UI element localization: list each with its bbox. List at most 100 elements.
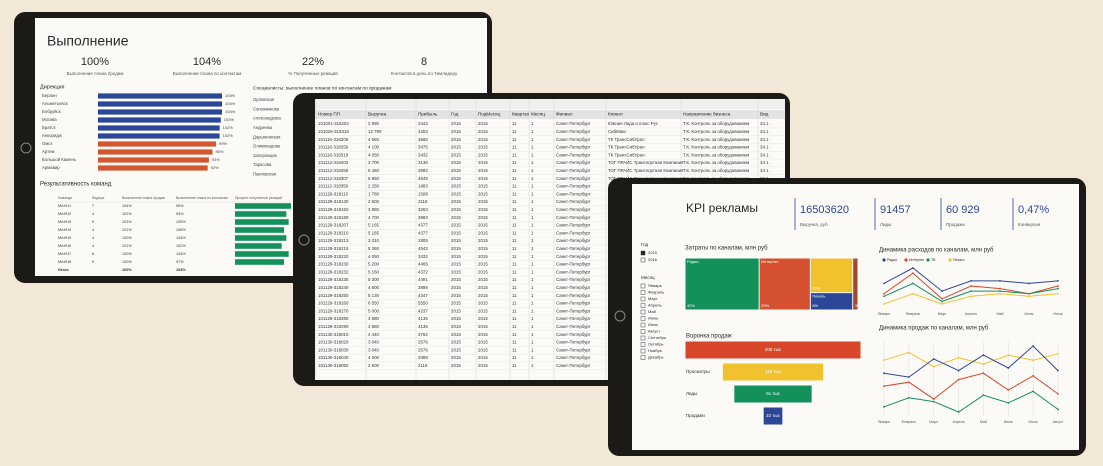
- header-row: [315, 110, 785, 119]
- cell: 11: [512, 347, 517, 352]
- cell: 3432: [418, 254, 428, 259]
- cell: 2015: [451, 168, 461, 173]
- cell: 5 130: [368, 293, 380, 298]
- checkbox[interactable]: [640, 316, 646, 321]
- checkbox[interactable]: [640, 303, 646, 308]
- cell: 2015: [451, 199, 461, 204]
- point: [1032, 374, 1035, 377]
- cell: 3 850: [368, 207, 380, 212]
- direction-name: Омск: [42, 141, 52, 146]
- cell: 4491: [418, 277, 428, 282]
- table-cell: 97%: [176, 260, 184, 264]
- cell: Санкт-Петербург: [556, 238, 591, 243]
- point: [1028, 295, 1030, 298]
- cell: 6 550: [368, 301, 380, 306]
- checkbox[interactable]: [640, 290, 646, 295]
- cell: 1: [531, 355, 534, 360]
- chart-title: Динамика продаж по каналам, млн руб: [879, 326, 989, 332]
- x-tick-label: Апрель: [952, 420, 964, 424]
- checkbox[interactable]: [640, 322, 646, 328]
- direction-name: Берлин: [42, 93, 57, 98]
- cell: 1: [531, 363, 534, 368]
- home-button[interactable]: [20, 142, 32, 154]
- cell: 1: [531, 238, 534, 243]
- cell: Санкт-Петербург: [556, 199, 591, 204]
- funnel-label: 22 тыс: [766, 413, 781, 418]
- table-cell: 104%: [176, 236, 186, 240]
- funnel-label: 118 тыс: [765, 369, 782, 374]
- table-cell: МАНЧ3: [58, 220, 71, 224]
- cell: 34.1: [760, 160, 769, 165]
- checkbox[interactable]: [640, 250, 646, 256]
- cell: 1: [531, 254, 534, 259]
- point: [970, 295, 972, 298]
- bar: [98, 101, 222, 107]
- checkbox[interactable]: [640, 296, 646, 302]
- cell: 1: [531, 160, 534, 165]
- cell: 101129-318260: [318, 301, 349, 306]
- cell: 101001-318204: [318, 121, 349, 126]
- cell: Санкт-Петербург: [556, 332, 591, 337]
- cell: 3 310: [368, 238, 380, 243]
- table-cell: 104%: [176, 252, 186, 256]
- bar: [98, 125, 220, 131]
- treemap-tile: [759, 258, 810, 310]
- cell: 34.1: [760, 145, 769, 150]
- checkbox[interactable]: [640, 329, 646, 334]
- cell: 2015: [451, 191, 461, 196]
- cell: Санкт-Петербург: [556, 269, 591, 274]
- cell: Санкт-Петербург: [556, 145, 591, 150]
- cell: Санкт-Петербург: [556, 207, 591, 212]
- cell: 3 700: [368, 160, 380, 165]
- cell: 4 550: [368, 137, 380, 142]
- checkbox[interactable]: [640, 355, 646, 360]
- home-button[interactable]: [298, 234, 310, 246]
- column-letters: [315, 99, 785, 109]
- line: [883, 345, 1059, 378]
- home-button[interactable]: [614, 310, 626, 322]
- cell: 1: [531, 308, 534, 313]
- legend-label: Радио: [887, 258, 897, 262]
- checkbox[interactable]: [640, 309, 646, 315]
- checkbox[interactable]: [640, 348, 646, 354]
- cell: 4237: [418, 308, 428, 313]
- cell: 34.1: [760, 129, 769, 134]
- checkbox[interactable]: [640, 283, 646, 289]
- filter-title: Месяц: [641, 275, 655, 280]
- cell: 4406: [418, 262, 428, 267]
- filter-option: Март: [648, 296, 658, 301]
- point: [883, 405, 885, 408]
- specialist-name: Андреева: [253, 125, 273, 130]
- cell: 1: [531, 191, 534, 196]
- cell: 1: [531, 137, 534, 142]
- table-cell: 5: [92, 220, 94, 224]
- cell: 2015: [478, 145, 488, 150]
- cell: 2015: [451, 184, 461, 189]
- x-tick-label: Январь: [878, 312, 890, 316]
- tile-label: 8%: [812, 303, 818, 308]
- checkbox[interactable]: [640, 342, 646, 347]
- cell: 11: [512, 308, 517, 313]
- cell: 2015: [478, 168, 488, 173]
- cell: Т.К. Контроль за оборудованием: [683, 145, 749, 150]
- filter-option: Май: [648, 309, 656, 314]
- cell: 1: [531, 223, 534, 228]
- cell: ТК ТрансСибУрал: [608, 145, 645, 150]
- point: [982, 363, 985, 366]
- point: [883, 372, 885, 375]
- cell: 1: [531, 332, 534, 337]
- kpi-value: 100%: [81, 56, 109, 68]
- cell: 2015: [478, 191, 488, 196]
- checkbox[interactable]: [640, 257, 646, 263]
- cell: Санкт-Петербург: [556, 262, 591, 267]
- cell: 101129-318235: [318, 277, 349, 282]
- cell: 11: [512, 285, 517, 290]
- bar-label: 104%: [225, 93, 236, 98]
- x-tick-label: Июнь: [1004, 420, 1013, 424]
- cell: 2805: [418, 238, 428, 243]
- cell: 3992: [418, 168, 428, 173]
- checkbox[interactable]: [640, 335, 646, 341]
- point: [883, 282, 885, 285]
- cell: 101116-318319: [318, 152, 349, 157]
- x-tick-label: Февраль: [902, 420, 917, 424]
